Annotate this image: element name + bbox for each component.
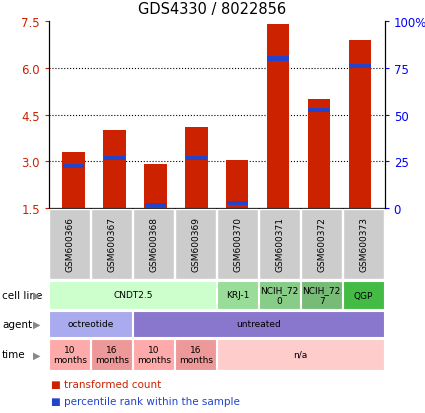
Text: CNDT2.5: CNDT2.5: [113, 291, 153, 300]
Bar: [133, 210, 174, 279]
Bar: [349, 65, 371, 69]
Text: QGP: QGP: [354, 291, 373, 300]
Text: octreotide: octreotide: [68, 320, 114, 329]
Bar: [217, 339, 384, 370]
Text: NCIH_72
7: NCIH_72 7: [303, 286, 341, 305]
Text: 10
months: 10 months: [137, 345, 171, 364]
Bar: [185, 128, 207, 209]
Bar: [343, 210, 384, 279]
Text: untreated: untreated: [236, 320, 281, 329]
Bar: [175, 339, 216, 370]
Bar: [217, 210, 258, 279]
Bar: [144, 203, 166, 207]
Bar: [49, 339, 91, 370]
Bar: [133, 311, 384, 337]
Bar: [227, 202, 248, 206]
Text: 16
months: 16 months: [179, 345, 213, 364]
Text: 10
months: 10 months: [53, 345, 87, 364]
Bar: [133, 339, 174, 370]
Text: NCIH_72
0: NCIH_72 0: [261, 286, 299, 305]
Bar: [103, 131, 126, 209]
Bar: [309, 109, 330, 113]
Bar: [259, 210, 300, 279]
Bar: [301, 282, 342, 309]
Text: GSM600370: GSM600370: [233, 217, 242, 272]
Text: KRJ-1: KRJ-1: [226, 291, 249, 300]
Bar: [49, 210, 91, 279]
Bar: [308, 100, 330, 209]
Text: ■ transformed count: ■ transformed count: [51, 379, 161, 389]
Bar: [63, 164, 84, 169]
Bar: [49, 311, 133, 337]
Text: ■ percentile rank within the sample: ■ percentile rank within the sample: [51, 396, 240, 406]
Text: GSM600368: GSM600368: [149, 217, 158, 272]
Text: time: time: [2, 350, 26, 360]
Bar: [349, 41, 371, 209]
Text: GSM600373: GSM600373: [359, 217, 368, 272]
Text: GSM600371: GSM600371: [275, 217, 284, 272]
Text: ▶: ▶: [33, 290, 41, 300]
Text: GSM600369: GSM600369: [191, 217, 200, 272]
Bar: [49, 282, 216, 309]
Bar: [343, 282, 384, 309]
Bar: [175, 210, 216, 279]
Bar: [91, 339, 133, 370]
Text: n/a: n/a: [294, 350, 308, 359]
Text: GSM600372: GSM600372: [317, 217, 326, 272]
Text: agent: agent: [2, 319, 32, 329]
Text: ▶: ▶: [33, 350, 41, 360]
Bar: [267, 25, 289, 209]
Bar: [186, 157, 207, 161]
Text: ▶: ▶: [33, 319, 41, 329]
Bar: [91, 210, 133, 279]
Text: GSM600366: GSM600366: [65, 217, 74, 272]
Bar: [267, 57, 289, 62]
Bar: [217, 282, 258, 309]
Bar: [259, 282, 300, 309]
Bar: [104, 157, 125, 161]
Text: GDS4330 / 8022856: GDS4330 / 8022856: [139, 2, 286, 17]
Text: GSM600367: GSM600367: [108, 217, 116, 272]
Bar: [144, 165, 167, 209]
Text: 16
months: 16 months: [95, 345, 129, 364]
Bar: [62, 152, 85, 209]
Bar: [301, 210, 342, 279]
Text: cell line: cell line: [2, 290, 42, 300]
Bar: [226, 160, 249, 209]
